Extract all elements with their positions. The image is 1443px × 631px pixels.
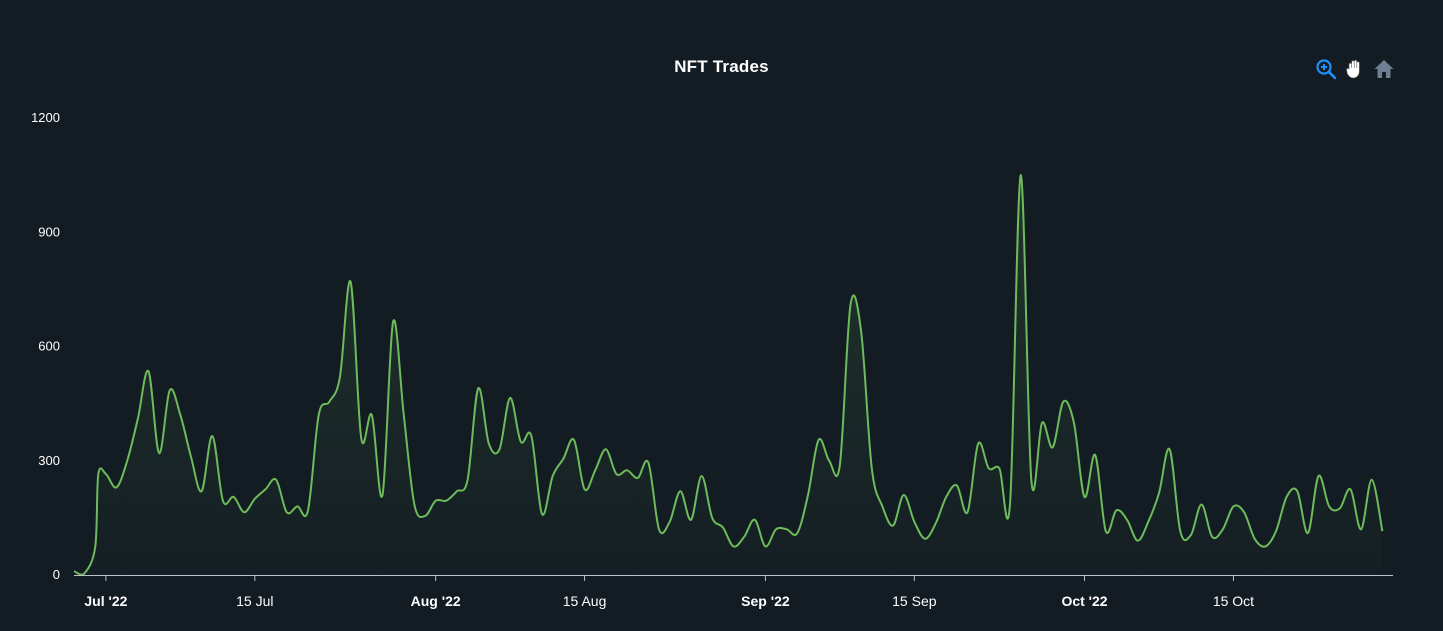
zoom-in-icon[interactable] (1314, 57, 1338, 81)
chart-title: NFT Trades (674, 57, 769, 76)
x-tick-label: 15 Oct (1213, 593, 1254, 609)
chart-toolbar (1314, 57, 1398, 81)
y-tick-label: 0 (53, 567, 60, 582)
y-tick-label: 1200 (31, 110, 60, 125)
y-tick-label: 300 (38, 453, 60, 468)
x-axis: Jul '22 15 Jul Aug '22 15 Aug Sep '22 15 Sep O… (74, 575, 1393, 609)
x-tick-label: Jul '22 (84, 593, 127, 609)
x-tick-label: Oct '22 (1061, 593, 1107, 609)
series-area (74, 175, 1383, 575)
hand-pan-icon[interactable] (1343, 57, 1367, 81)
y-axis: 0 300 600 900 1200 (31, 110, 60, 582)
x-tick-label: 15 Sep (892, 593, 937, 609)
series-line (73, 174, 1384, 576)
y-tick-label: 900 (38, 224, 60, 239)
x-tick-label: 15 Aug (563, 593, 607, 609)
x-tick-label: Sep '22 (741, 593, 790, 609)
x-tick-label: 15 Jul (236, 593, 273, 609)
x-tick-label: Aug '22 (411, 593, 461, 609)
y-tick-label: 600 (38, 339, 60, 354)
home-icon[interactable] (1372, 57, 1396, 81)
series-layer (73, 174, 1384, 576)
